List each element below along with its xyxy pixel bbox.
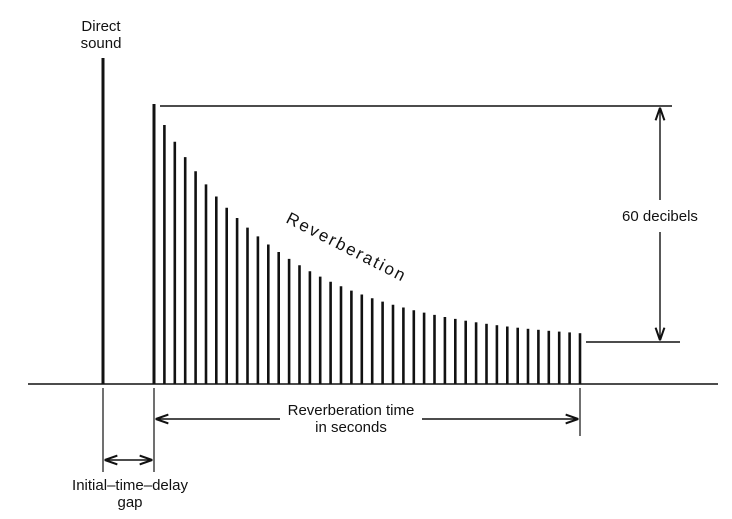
reverberation-time-label-line1: Reverberation time bbox=[288, 402, 415, 419]
decibels-label: 60 decibels bbox=[622, 208, 698, 225]
reverberation-time-label-line2: in seconds bbox=[315, 419, 387, 436]
direct-sound-label-line1: Direct bbox=[81, 18, 121, 35]
reverberation-bars bbox=[152, 104, 582, 384]
initial-time-delay-gap-label-line1: Initial–time–delay bbox=[72, 477, 188, 494]
direct-sound-label-line2: sound bbox=[81, 35, 122, 52]
initial-time-delay-gap-label-line2: gap bbox=[117, 494, 142, 511]
reverberation-label: Reverberation bbox=[283, 209, 410, 286]
